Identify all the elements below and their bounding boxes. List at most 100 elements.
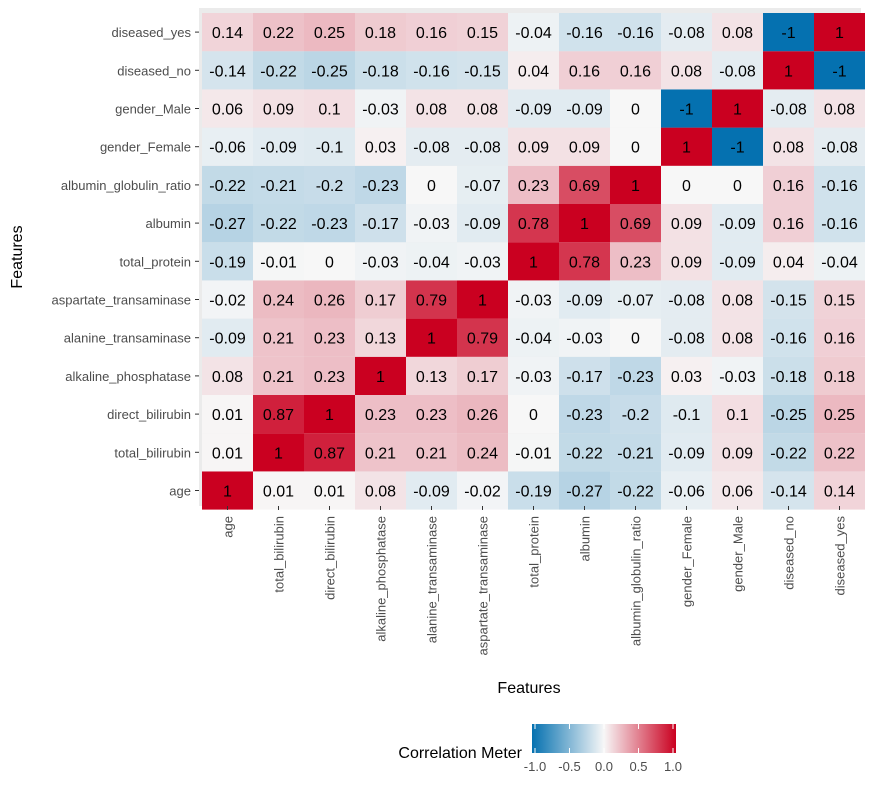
- cell-label-gender_Male-aspartate_transaminase: 0.08: [722, 293, 753, 310]
- cell-label-alkaline_phosphatase-total_protein: -0.03: [362, 254, 399, 271]
- heatmap-cell-diseased_yes-alanine_transaminase: [814, 318, 865, 357]
- heatmap-cell-gender_Female-diseased_no: [661, 51, 712, 90]
- cell-label-alanine_transaminase-alkaline_phosphatase: 0.13: [416, 369, 447, 386]
- cell-label-gender_Female-gender_Male: -1: [679, 102, 693, 119]
- cell-label-alkaline_phosphatase-gender_Male: -0.03: [362, 102, 399, 119]
- cell-label-alanine_transaminase-gender_Male: 0.08: [416, 102, 447, 119]
- cell-label-age-gender_Female: -0.06: [209, 140, 246, 157]
- heatmap-cell-direct_bilirubin-albumin_globulin_ratio: [304, 165, 355, 204]
- heatmap-cell-diseased_no-total_protein: [763, 242, 814, 281]
- cell-label-alkaline_phosphatase-diseased_yes: 0.18: [365, 25, 396, 42]
- heatmap-cell-diseased_yes-direct_bilirubin: [814, 395, 865, 434]
- heatmap-cell-gender_Male-diseased_no: [712, 51, 763, 90]
- heatmap-cell-total_bilirubin-diseased_no: [253, 51, 304, 90]
- cell-label-gender_Male-gender_Male: 1: [733, 102, 742, 119]
- cell-label-diseased_yes-diseased_no: -1: [832, 63, 846, 80]
- heatmap-cell-age-albumin: [202, 204, 253, 243]
- legend-title: Correlation Meter: [398, 745, 522, 762]
- cell-label-albumin_globulin_ratio-albumin_globulin_ratio: 1: [631, 178, 640, 195]
- cell-label-diseased_yes-direct_bilirubin: 0.25: [824, 407, 855, 424]
- heatmap-cell-aspartate_transaminase-total_protein: [457, 242, 508, 281]
- heatmap-cell-diseased_yes-diseased_yes: [814, 13, 865, 52]
- cell-label-direct_bilirubin-gender_Female: -0.1: [316, 140, 344, 157]
- heatmap-cell-total_protein-aspartate_transaminase: [508, 280, 559, 319]
- cell-label-alkaline_phosphatase-albumin: -0.17: [362, 216, 399, 233]
- heatmap-cell-diseased_yes-total_bilirubin: [814, 433, 865, 472]
- heatmap-cell-diseased_no-aspartate_transaminase: [763, 280, 814, 319]
- cell-label-gender_Female-total_bilirubin: -0.09: [668, 445, 705, 462]
- x-tick-label-total_protein: total_protein: [527, 516, 542, 588]
- heatmap-cell-direct_bilirubin-albumin: [304, 204, 355, 243]
- cell-label-aspartate_transaminase-alkaline_phosphatase: 0.17: [467, 369, 498, 386]
- cell-label-total_bilirubin-gender_Male: 0.09: [263, 102, 294, 119]
- cell-label-albumin_globulin_ratio-total_bilirubin: -0.21: [617, 445, 654, 462]
- cell-label-total_bilirubin-age: 0.01: [263, 484, 294, 501]
- cell-label-aspartate_transaminase-albumin_globulin_ratio: -0.07: [464, 178, 501, 195]
- cell-label-total_protein-albumin_globulin_ratio: 0.23: [518, 178, 549, 195]
- heatmap-cell-age-gender_Male: [202, 89, 253, 128]
- heatmap-cell-albumin_globulin_ratio-aspartate_transaminase: [610, 280, 661, 319]
- heatmap-cell-albumin-aspartate_transaminase: [559, 280, 610, 319]
- cell-label-gender_Female-gender_Female: 1: [682, 140, 691, 157]
- cell-label-alanine_transaminase-age: -0.09: [413, 484, 450, 501]
- heatmap-cell-alanine_transaminase-total_bilirubin: [406, 433, 457, 472]
- cell-label-diseased_no-gender_Female: 0.08: [773, 140, 804, 157]
- cell-label-albumin_globulin_ratio-alanine_transaminase: 0: [631, 331, 640, 348]
- cell-label-diseased_yes-total_bilirubin: 0.22: [824, 445, 855, 462]
- heatmap-cell-total_bilirubin-gender_Female: [253, 127, 304, 166]
- y-tick-label-total_protein: total_protein: [119, 254, 191, 269]
- heatmap-cell-age-alkaline_phosphatase: [202, 356, 253, 395]
- cell-label-alkaline_phosphatase-aspartate_transaminase: 0.17: [365, 293, 396, 310]
- cell-label-direct_bilirubin-total_bilirubin: 0.87: [314, 445, 345, 462]
- cell-label-aspartate_transaminase-alanine_transaminase: 0.79: [467, 331, 498, 348]
- cell-label-gender_Female-albumin_globulin_ratio: 0: [682, 178, 691, 195]
- cell-label-alkaline_phosphatase-diseased_no: -0.18: [362, 63, 399, 80]
- heatmap-cell-total_bilirubin-gender_Male: [253, 89, 304, 128]
- heatmap-cell-albumin-albumin: [559, 204, 610, 243]
- cell-label-alanine_transaminase-total_protein: -0.04: [413, 254, 450, 271]
- heatmap-cell-gender_Female-gender_Female: [661, 127, 712, 166]
- heatmap-cell-alkaline_phosphatase-age: [355, 471, 406, 510]
- cell-label-total_bilirubin-diseased_no: -0.22: [260, 63, 297, 80]
- cell-label-direct_bilirubin-alkaline_phosphatase: 0.23: [314, 369, 345, 386]
- y-tick-label-aspartate_transaminase: aspartate_transaminase: [52, 293, 191, 308]
- legend-tick-label: -0.5: [558, 759, 580, 774]
- cell-label-aspartate_transaminase-diseased_no: -0.15: [464, 63, 501, 80]
- cell-label-diseased_no-total_protein: 0.04: [773, 254, 804, 271]
- cell-label-gender_Female-total_protein: 0.09: [671, 254, 702, 271]
- y-axis-ticks: age total_bilirubin direct_bilirubin alkali…: [52, 25, 199, 499]
- heatmap-cell-albumin_globulin_ratio-age: [610, 471, 661, 510]
- cell-label-total_protein-diseased_yes: -0.04: [515, 25, 552, 42]
- cell-label-albumin_globulin_ratio-gender_Female: 0: [631, 140, 640, 157]
- heatmap-cell-direct_bilirubin-gender_Female: [304, 127, 355, 166]
- heatmap-cell-albumin_globulin_ratio-gender_Female: [610, 127, 661, 166]
- heatmap-cell-alkaline_phosphatase-albumin_globulin_ratio: [355, 165, 406, 204]
- heatmap-cell-age-albumin_globulin_ratio: [202, 165, 253, 204]
- cell-label-alanine_transaminase-total_bilirubin: 0.21: [416, 445, 447, 462]
- heatmap-cell-age-direct_bilirubin: [202, 395, 253, 434]
- heatmap-cell-alkaline_phosphatase-gender_Male: [355, 89, 406, 128]
- cell-label-gender_Female-age: -0.06: [668, 484, 705, 501]
- cell-label-albumin_globulin_ratio-gender_Male: 0: [631, 102, 640, 119]
- heatmap-cell-direct_bilirubin-gender_Male: [304, 89, 355, 128]
- cell-label-gender_Female-alkaline_phosphatase: 0.03: [671, 369, 702, 386]
- cell-label-diseased_no-albumin: 0.16: [773, 216, 804, 233]
- heatmap-cell-alkaline_phosphatase-total_bilirubin: [355, 433, 406, 472]
- heatmap-cell-diseased_no-alanine_transaminase: [763, 318, 814, 357]
- cell-label-total_bilirubin-total_bilirubin: 1: [274, 445, 283, 462]
- cell-label-total_bilirubin-alanine_transaminase: 0.21: [263, 331, 294, 348]
- cell-label-gender_Male-total_bilirubin: 0.09: [722, 445, 753, 462]
- cell-label-total_protein-alkaline_phosphatase: -0.03: [515, 369, 552, 386]
- heatmap-cell-age-diseased_yes: [202, 13, 253, 52]
- cell-label-gender_Male-albumin_globulin_ratio: 0: [733, 178, 742, 195]
- heatmap-cell-diseased_no-direct_bilirubin: [763, 395, 814, 434]
- cell-label-diseased_yes-total_protein: -0.04: [821, 254, 858, 271]
- cell-label-diseased_yes-aspartate_transaminase: 0.15: [824, 293, 855, 310]
- heatmap-cell-total_protein-alanine_transaminase: [508, 318, 559, 357]
- cell-label-diseased_no-diseased_yes: -1: [781, 25, 795, 42]
- x-tick-label-albumin_globulin_ratio: albumin_globulin_ratio: [629, 516, 644, 646]
- heatmap-cell-alanine_transaminase-diseased_no: [406, 51, 457, 90]
- heatmap-cell-total_protein-alkaline_phosphatase: [508, 356, 559, 395]
- cell-label-albumin_globulin_ratio-aspartate_transaminase: -0.07: [617, 293, 654, 310]
- cell-label-albumin-gender_Male: -0.09: [566, 102, 603, 119]
